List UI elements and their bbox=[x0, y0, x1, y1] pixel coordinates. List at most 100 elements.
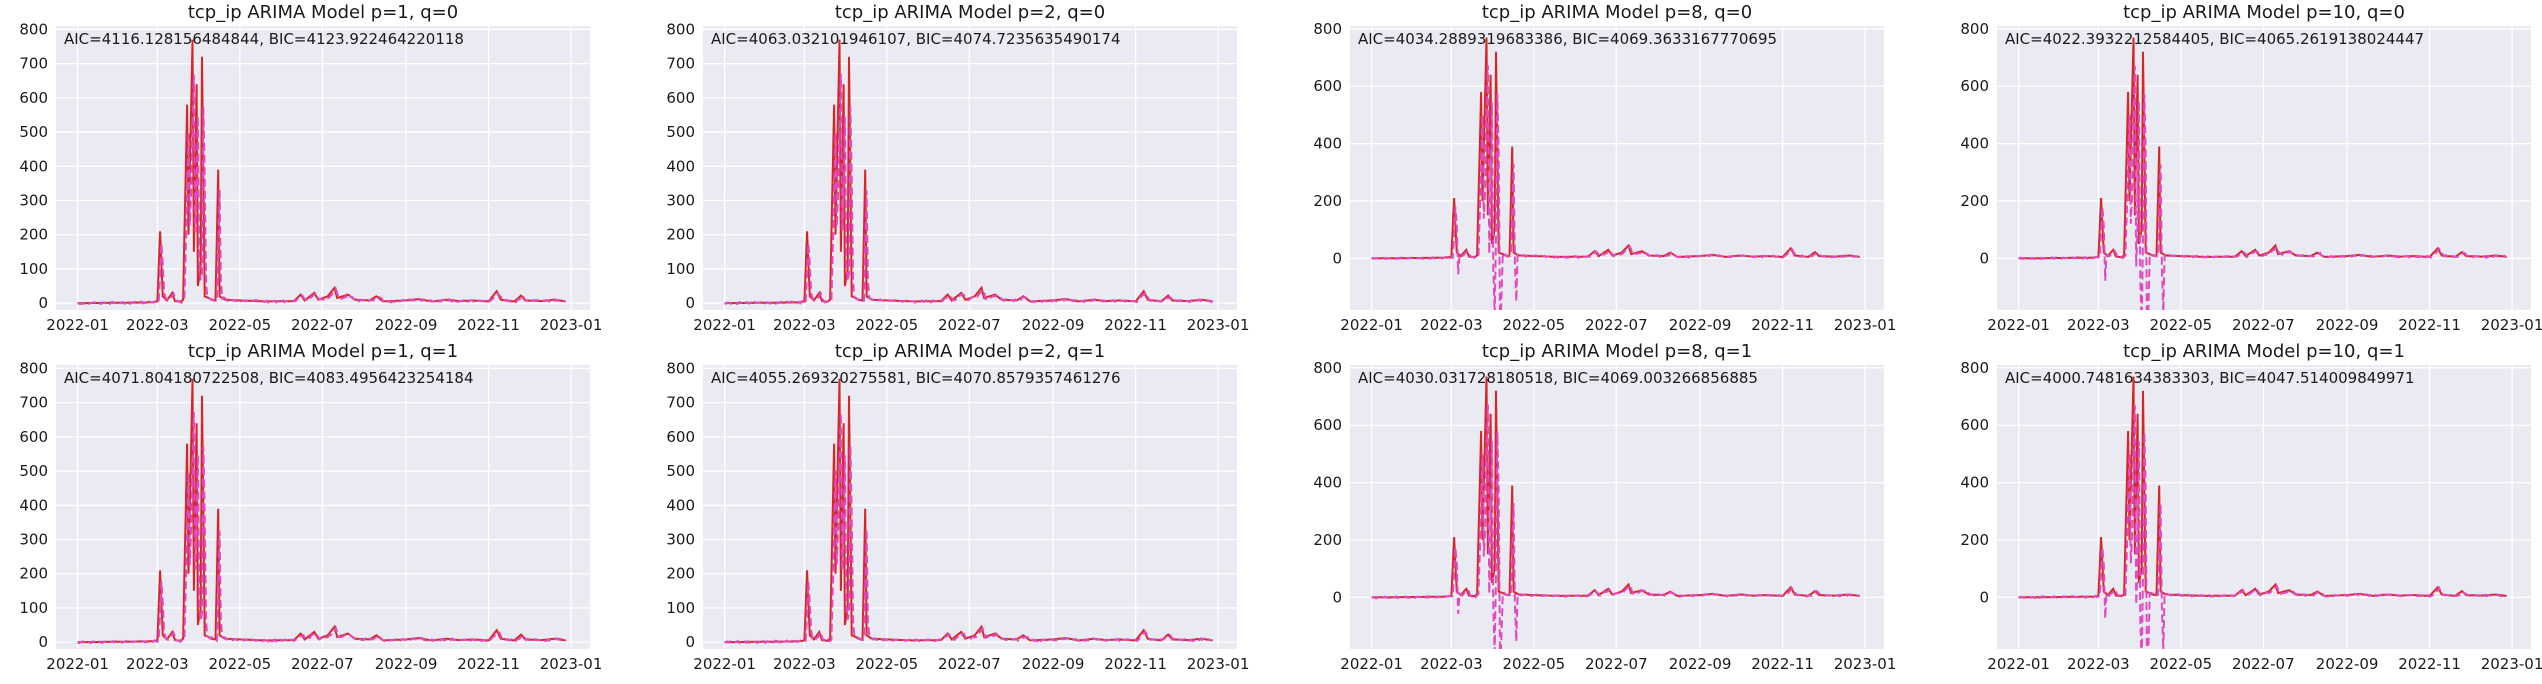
x-tick-label: 2022-03 bbox=[126, 316, 189, 334]
plot-area bbox=[1350, 26, 1884, 310]
y-tick-label: 800 bbox=[666, 359, 695, 377]
x-tick-label: 2022-11 bbox=[1104, 655, 1167, 673]
series-predicted-line bbox=[724, 73, 1214, 306]
y-tick-label: 400 bbox=[1960, 474, 1989, 492]
x-tick-label: 2022-01 bbox=[693, 655, 756, 673]
y-tick-label: 800 bbox=[666, 20, 695, 38]
y-tick-label: 100 bbox=[19, 599, 48, 617]
y-tick-label: 300 bbox=[666, 192, 695, 210]
plot-area bbox=[56, 26, 590, 310]
x-tick-label: 2023-01 bbox=[1834, 655, 1897, 673]
x-tick-label: 2023-01 bbox=[540, 316, 603, 334]
aic-bic-annotation: AIC=4071.804180722508, BIC=4083.49564232… bbox=[64, 369, 474, 387]
series-predicted-line bbox=[2018, 66, 2508, 310]
y-tick-label: 200 bbox=[666, 226, 695, 244]
y-tick-label: 600 bbox=[666, 89, 695, 107]
y-tick-label: 300 bbox=[19, 192, 48, 210]
subplot-title: tcp_ip ARIMA Model p=2, q=0 bbox=[835, 2, 1105, 23]
subplot-title: tcp_ip ARIMA Model p=2, q=1 bbox=[835, 341, 1105, 362]
x-tick-label: 2023-01 bbox=[1187, 316, 1250, 334]
subplot-title: tcp_ip ARIMA Model p=1, q=0 bbox=[188, 2, 458, 23]
y-tick-label: 200 bbox=[666, 565, 695, 583]
x-tick-label: 2022-11 bbox=[457, 316, 520, 334]
aic-bic-annotation: AIC=4022.3932212584405, BIC=4065.2619138… bbox=[2005, 30, 2424, 48]
series-predicted-line bbox=[2018, 405, 2508, 649]
x-tick-label: 2022-07 bbox=[291, 655, 354, 673]
y-tick-label: 500 bbox=[19, 123, 48, 141]
y-tick-label: 800 bbox=[1313, 359, 1342, 377]
plot-area bbox=[1997, 365, 2531, 649]
subplot-p2-q0: 0 100 200 300 400 500 600 700 800 2022-01 2022-03 2… bbox=[666, 2, 1249, 334]
x-tick-label: 2022-03 bbox=[1420, 655, 1483, 673]
y-tick-label: 0 bbox=[38, 633, 48, 651]
subplot-title: tcp_ip ARIMA Model p=1, q=1 bbox=[188, 341, 458, 362]
x-tick-label: 2022-01 bbox=[1340, 316, 1403, 334]
y-tick-label: 200 bbox=[1313, 192, 1342, 210]
aic-bic-annotation: AIC=4116.128156484844, BIC=4123.92246422… bbox=[64, 30, 464, 48]
x-tick-label: 2022-05 bbox=[209, 316, 272, 334]
x-tick-label: 2023-01 bbox=[1834, 316, 1897, 334]
y-tick-label: 300 bbox=[666, 531, 695, 549]
x-tick-label: 2022-03 bbox=[773, 655, 836, 673]
subplot-title: tcp_ip ARIMA Model p=10, q=0 bbox=[2123, 2, 2405, 23]
x-tick-label: 2022-03 bbox=[1420, 316, 1483, 334]
subplot-p8-q1: 0 200 400 600 800 2022-01 2022-03 2022-05 2022-0… bbox=[1313, 341, 1896, 673]
plot-area bbox=[1997, 26, 2531, 310]
aic-bic-annotation: AIC=4063.032101946107, BIC=4074.72356354… bbox=[711, 30, 1121, 48]
x-tick-label: 2022-03 bbox=[773, 316, 836, 334]
y-tick-label: 600 bbox=[1313, 416, 1342, 434]
x-tick-label: 2022-05 bbox=[856, 655, 919, 673]
y-tick-label: 200 bbox=[19, 226, 48, 244]
x-tick-label: 2022-05 bbox=[1503, 316, 1566, 334]
y-tick-label: 600 bbox=[666, 428, 695, 446]
series-predicted-line bbox=[723, 413, 1213, 645]
x-tick-label: 2022-09 bbox=[375, 316, 438, 334]
y-tick-label: 0 bbox=[1332, 588, 1342, 606]
y-tick-label: 0 bbox=[1332, 249, 1342, 267]
x-tick-label: 2022-05 bbox=[856, 316, 919, 334]
y-tick-label: 100 bbox=[666, 260, 695, 278]
y-tick-label: 800 bbox=[19, 359, 48, 377]
plot-area bbox=[1350, 365, 1884, 649]
y-tick-label: 800 bbox=[1313, 20, 1342, 38]
series-predicted-line bbox=[77, 74, 567, 306]
y-tick-label: 0 bbox=[685, 294, 695, 312]
y-tick-label: 400 bbox=[1313, 135, 1342, 153]
plot-area bbox=[56, 365, 590, 649]
y-tick-label: 100 bbox=[666, 599, 695, 617]
series-predicted-line bbox=[1371, 65, 1860, 310]
x-tick-label: 2022-11 bbox=[1751, 316, 1814, 334]
subplot-p10-q1: 0 200 400 600 800 2022-01 2022-03 2022-05 2022-0… bbox=[1960, 341, 2542, 673]
y-tick-label: 800 bbox=[1960, 359, 1989, 377]
y-tick-label: 600 bbox=[1960, 416, 1989, 434]
y-tick-label: 700 bbox=[666, 394, 695, 412]
x-tick-label: 2022-01 bbox=[1987, 655, 2050, 673]
y-tick-label: 700 bbox=[19, 394, 48, 412]
y-tick-label: 800 bbox=[19, 20, 48, 38]
x-tick-label: 2023-01 bbox=[1187, 655, 1250, 673]
x-tick-label: 2022-09 bbox=[2316, 655, 2379, 673]
x-tick-label: 2022-07 bbox=[1585, 316, 1648, 334]
y-tick-label: 400 bbox=[1313, 474, 1342, 492]
x-tick-label: 2022-01 bbox=[693, 316, 756, 334]
subplot-p10-q0: 0 200 400 600 800 2022-01 2022-03 2022-05 2022-0… bbox=[1960, 2, 2542, 334]
series-actual-line bbox=[2018, 376, 2507, 599]
y-tick-label: 600 bbox=[1313, 77, 1342, 95]
x-tick-label: 2022-07 bbox=[1585, 655, 1648, 673]
subplot-title: tcp_ip ARIMA Model p=8, q=0 bbox=[1482, 2, 1752, 23]
aic-bic-annotation: AIC=4030.031728180518, BIC=4069.00326685… bbox=[1358, 369, 1758, 387]
y-tick-label: 500 bbox=[666, 123, 695, 141]
x-tick-label: 2022-05 bbox=[209, 655, 272, 673]
y-tick-label: 700 bbox=[666, 55, 695, 73]
subplot-title: tcp_ip ARIMA Model p=10, q=1 bbox=[2123, 341, 2405, 362]
y-tick-label: 200 bbox=[19, 565, 48, 583]
aic-bic-annotation: AIC=4034.2889319683386, BIC=4069.3633167… bbox=[1358, 30, 1777, 48]
x-tick-label: 2022-11 bbox=[1751, 655, 1814, 673]
y-tick-label: 0 bbox=[685, 633, 695, 651]
y-tick-label: 200 bbox=[1960, 531, 1989, 549]
x-tick-label: 2022-01 bbox=[1987, 316, 2050, 334]
y-tick-label: 100 bbox=[19, 260, 48, 278]
y-tick-label: 600 bbox=[19, 89, 48, 107]
series-actual-line bbox=[724, 378, 1213, 644]
